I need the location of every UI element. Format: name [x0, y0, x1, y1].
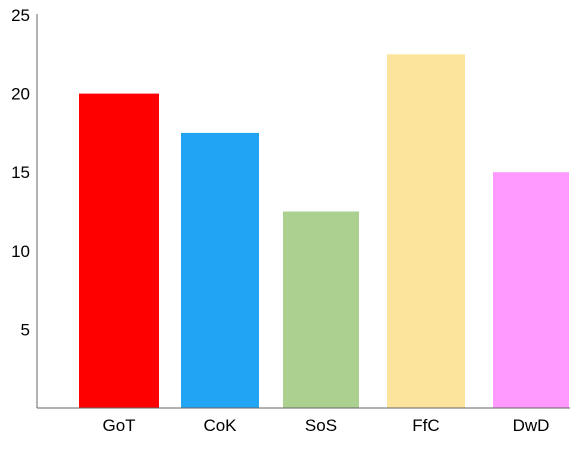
y-tick-label-20: 20: [11, 85, 30, 104]
y-tick-label-10: 10: [11, 242, 30, 261]
y-tick-label-15: 15: [11, 163, 30, 182]
x-tick-label-ffc: FfC: [412, 416, 439, 435]
x-tick-labels: GoT CoK SoS FfC DwD: [102, 416, 549, 435]
bar-got: [79, 93, 159, 408]
bars: [79, 54, 569, 409]
y-tick-labels: 5 10 15 20 25: [11, 6, 30, 339]
y-tick-label-5: 5: [21, 320, 30, 339]
bar-dwd: [493, 172, 569, 408]
x-tick-label-cok: CoK: [203, 416, 237, 435]
y-tick-label-25: 25: [11, 6, 30, 25]
bar-ffc: [387, 54, 465, 409]
x-tick-label-got: GoT: [102, 416, 135, 435]
x-tick-label-dwd: DwD: [513, 416, 550, 435]
bar-cok: [181, 132, 259, 408]
x-tick-label-sos: SoS: [305, 416, 337, 435]
bar-sos: [283, 211, 359, 408]
